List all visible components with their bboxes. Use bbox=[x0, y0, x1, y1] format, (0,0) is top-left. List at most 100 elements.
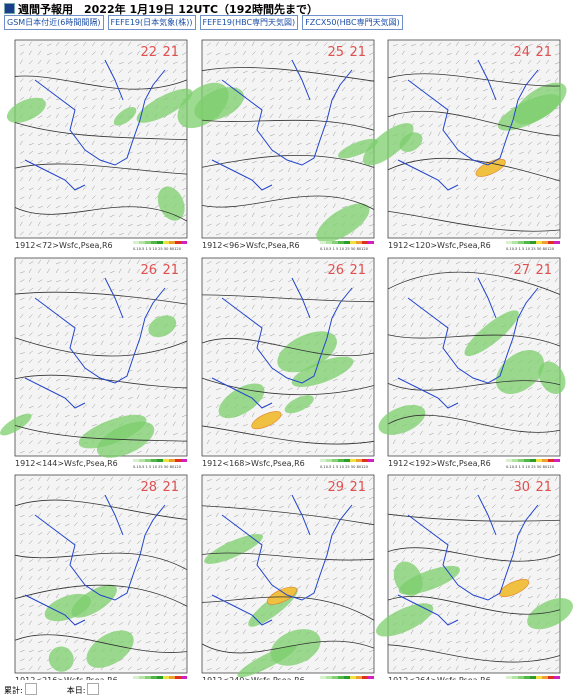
wind-barb bbox=[314, 278, 320, 283]
wind-barb bbox=[215, 152, 221, 155]
wind-barb bbox=[554, 168, 559, 173]
wind-barb bbox=[341, 394, 346, 400]
wind-barb bbox=[554, 593, 558, 599]
wind-barb bbox=[46, 178, 52, 182]
wind-barb bbox=[296, 613, 302, 617]
wind-barb bbox=[91, 69, 97, 74]
wind-barb bbox=[260, 540, 265, 545]
wind-barb bbox=[28, 322, 32, 328]
wind-barb bbox=[19, 334, 25, 337]
wind-barb bbox=[323, 61, 329, 65]
scale-swatch bbox=[151, 676, 157, 679]
wind-barb bbox=[437, 259, 442, 265]
wind-barb bbox=[64, 378, 70, 382]
wind-barb bbox=[145, 360, 151, 364]
wind-barb bbox=[323, 524, 329, 527]
isobar bbox=[14, 206, 188, 222]
wind-barb bbox=[154, 413, 159, 418]
wind-barb bbox=[37, 152, 43, 155]
tab[interactable]: FZCX50(HBC専門天気図) bbox=[302, 15, 403, 30]
wind-barb bbox=[509, 667, 515, 671]
wind-barb bbox=[509, 395, 514, 400]
wind-barb bbox=[260, 367, 265, 373]
precip-area bbox=[538, 361, 566, 394]
wind-barb bbox=[482, 141, 487, 146]
wind-barb bbox=[269, 77, 273, 83]
tab[interactable]: FEFE19(日本気象(株)) bbox=[107, 15, 196, 30]
wind-barb bbox=[455, 68, 459, 74]
wind-barb bbox=[419, 342, 425, 346]
wind-barb bbox=[518, 314, 523, 319]
wind-barb bbox=[455, 532, 461, 536]
wind-barb bbox=[242, 213, 247, 218]
scale-swatch bbox=[536, 459, 542, 462]
map-panel[interactable]: 29211912<240>Wsfc,Psea,R60.10.5 1 5 10 2… bbox=[201, 474, 375, 680]
wind-barb bbox=[215, 358, 219, 364]
wind-barb bbox=[554, 503, 559, 509]
wind-barb bbox=[359, 80, 365, 83]
wind-barb bbox=[100, 61, 106, 65]
tab[interactable]: FEFE19(HBC専門天気図) bbox=[199, 15, 299, 30]
wind-barb bbox=[305, 322, 310, 328]
wind-barb bbox=[278, 42, 283, 47]
wind-barb bbox=[536, 268, 541, 274]
wind-barb bbox=[82, 222, 87, 227]
wind-barb bbox=[206, 602, 211, 608]
wind-barb bbox=[359, 539, 363, 545]
wind-barb bbox=[215, 168, 221, 173]
wind-barb bbox=[518, 306, 524, 310]
wind-barb bbox=[527, 657, 532, 662]
map-panel[interactable]: 30211912<264>Wsfc,Psea,R60.10.5 1 5 10 2… bbox=[372, 474, 575, 680]
wind-barb bbox=[428, 440, 434, 445]
wind-barb bbox=[73, 585, 78, 590]
wind-barb bbox=[428, 42, 433, 47]
scale-swatch bbox=[350, 459, 356, 462]
wind-barb bbox=[536, 486, 541, 491]
wind-barb bbox=[518, 59, 522, 65]
wind-barb bbox=[19, 150, 25, 155]
wind-barb bbox=[473, 638, 478, 644]
wind-barb bbox=[91, 176, 96, 182]
wind-barb bbox=[536, 640, 542, 644]
wind-barb bbox=[100, 612, 106, 617]
wind-barb bbox=[368, 96, 373, 101]
wind-barb bbox=[118, 79, 124, 83]
wind-barb bbox=[428, 638, 433, 644]
wind-barb bbox=[19, 613, 25, 617]
wind-barb bbox=[233, 149, 238, 155]
wind-barb bbox=[491, 414, 497, 418]
wind-barb bbox=[464, 324, 470, 328]
wind-barb bbox=[46, 620, 51, 626]
wind-barb bbox=[359, 185, 364, 191]
wind-barb bbox=[163, 648, 168, 653]
map-panel[interactable]: 28211912<216>Wsfc,Psea,R60.10.5 1 5 10 2… bbox=[14, 474, 188, 680]
wind-barb bbox=[91, 448, 96, 454]
wind-barb bbox=[251, 151, 257, 155]
wind-barb bbox=[206, 668, 212, 671]
wind-barb bbox=[82, 332, 87, 337]
wind-barb bbox=[269, 666, 274, 671]
wind-barb bbox=[401, 278, 406, 283]
wind-barb bbox=[509, 196, 515, 200]
wind-barb bbox=[410, 352, 416, 355]
tab[interactable]: GSM日本付近(6時間間隔) bbox=[4, 15, 104, 30]
wind-barb bbox=[269, 259, 274, 265]
wind-barb bbox=[278, 542, 284, 545]
wind-barb bbox=[446, 585, 451, 590]
wind-barb bbox=[518, 333, 524, 337]
wind-barb bbox=[163, 141, 169, 146]
wind-barb bbox=[554, 287, 560, 292]
wind-barb bbox=[287, 449, 292, 454]
wind-barb bbox=[455, 612, 460, 617]
wind-barb bbox=[350, 269, 355, 274]
wind-barb bbox=[545, 412, 550, 418]
wind-barb bbox=[215, 523, 221, 527]
wind-barb bbox=[82, 231, 87, 236]
wind-barb bbox=[181, 477, 186, 482]
